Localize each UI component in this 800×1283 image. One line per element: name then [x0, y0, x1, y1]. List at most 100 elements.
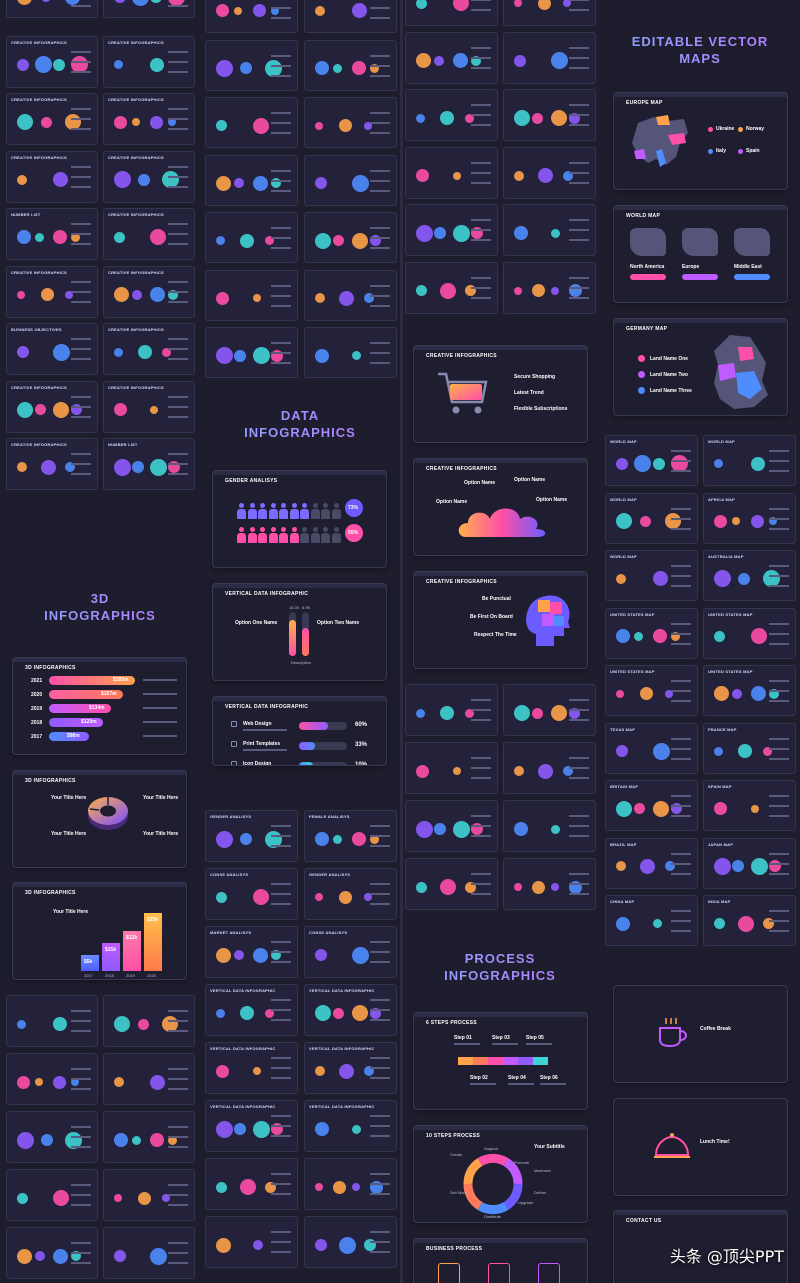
- slide-thumbnail[interactable]: JAPAN MAP: [703, 837, 796, 889]
- slide-thumbnail[interactable]: [503, 261, 596, 314]
- slide-thumbnail[interactable]: [103, 1169, 195, 1221]
- slide-thumbnail[interactable]: BRITAIN MAP: [605, 780, 698, 831]
- slide-thumbnail[interactable]: UNITED STATES MAP: [703, 665, 796, 716]
- slide-thumbnail[interactable]: AUSTRALIA MAP: [703, 550, 796, 601]
- slide-thumbnail[interactable]: FRANCE MAP: [703, 722, 796, 774]
- slide-thumbnail[interactable]: WORLD MAP: [605, 435, 698, 486]
- slide-thumbnail[interactable]: CREATIVE INFOGRAPHICS: [6, 438, 98, 490]
- slide-thumbnail[interactable]: [6, 995, 98, 1047]
- card-germany-map[interactable]: GERMANY MAP Land Name One Land Name Two …: [613, 318, 788, 416]
- slide-thumbnail[interactable]: VERTICAL DATA INFOGRAPHIC: [205, 1100, 298, 1152]
- slide-thumbnail[interactable]: [304, 154, 397, 206]
- slide-thumbnail[interactable]: WORLD MAP: [605, 492, 698, 544]
- card-coffee-break[interactable]: Coffee Break: [613, 985, 788, 1083]
- slide-thumbnail[interactable]: TEXAS MAP: [605, 722, 698, 774]
- slide-thumbnail[interactable]: [205, 39, 298, 91]
- slide-thumbnail[interactable]: [205, 154, 298, 206]
- card-cart[interactable]: CREATIVE INFOGRAPHICS Secure Shopping La…: [413, 345, 588, 443]
- card-6-steps[interactable]: 6 STEPS PROCESS Step 01 Step 03 Step 05 Ste…: [413, 1012, 588, 1110]
- slide-thumbnail[interactable]: UNITED STATES MAP: [605, 607, 698, 659]
- slide-thumbnail[interactable]: [205, 269, 298, 321]
- slide-thumbnail[interactable]: WORLD MAP: [703, 435, 796, 486]
- slide-thumbnail[interactable]: [304, 327, 397, 378]
- slide-thumbnail[interactable]: [405, 800, 498, 852]
- card-europe-map[interactable]: EUROPE MAP Ukraine Norway Italy Spain: [613, 92, 788, 190]
- slide-thumbnail[interactable]: [6, 0, 98, 18]
- slide-thumbnail[interactable]: CONSE ANALISYS: [205, 868, 298, 920]
- slide-thumbnail[interactable]: [503, 742, 596, 794]
- card-vertical-data-1[interactable]: VERTICAL DATA INFOGRAPHIC Option One Nam…: [212, 583, 387, 681]
- slide-thumbnail[interactable]: [503, 800, 596, 852]
- slide-thumbnail[interactable]: [304, 1216, 397, 1268]
- slide-thumbnail[interactable]: [205, 327, 298, 378]
- slide-thumbnail[interactable]: [6, 1227, 98, 1279]
- slide-thumbnail[interactable]: SPAIN MAP: [703, 780, 796, 831]
- slide-thumbnail[interactable]: VERTICAL DATA INFOGRAPHIC: [304, 1042, 397, 1094]
- slide-thumbnail[interactable]: WORLD MAP: [605, 550, 698, 601]
- slide-thumbnail[interactable]: CREATIVE INFOGRAPHICS: [103, 323, 195, 375]
- slide-thumbnail[interactable]: [103, 995, 195, 1047]
- slide-thumbnail[interactable]: [304, 39, 397, 91]
- slide-thumbnail[interactable]: BRAZIL MAP: [605, 837, 698, 889]
- slide-thumbnail[interactable]: [103, 1111, 195, 1163]
- slide-thumbnail[interactable]: VERTICAL DATA INFOGRAPHIC: [205, 984, 298, 1036]
- slide-thumbnail[interactable]: [503, 858, 596, 910]
- slide-thumbnail[interactable]: CREATIVE INFOGRAPHICS: [6, 380, 98, 433]
- slide-thumbnail[interactable]: FEMALE ANALISYS: [304, 810, 397, 862]
- card-vertical-data-2[interactable]: VERTICAL DATA INFOGRAPHIC Web Design 60% P…: [212, 696, 387, 766]
- slide-thumbnail[interactable]: [304, 97, 397, 148]
- slide-thumbnail[interactable]: [503, 684, 596, 736]
- card-puzzle-head[interactable]: CREATIVE INFOGRAPHICS Be Punctual Be Fir…: [413, 571, 588, 669]
- slide-thumbnail[interactable]: [405, 742, 498, 794]
- slide-thumbnail[interactable]: GENDER ANALISYS: [205, 810, 298, 862]
- slide-thumbnail[interactable]: [503, 146, 596, 199]
- slide-thumbnail[interactable]: [503, 0, 596, 26]
- card-gender-analysis[interactable]: GENDER ANALISYS 73% 55%: [212, 470, 387, 568]
- slide-thumbnail[interactable]: NUMBER LIST: [103, 438, 195, 490]
- slide-thumbnail[interactable]: [304, 269, 397, 321]
- slide-thumbnail[interactable]: UNITED STATES MAP: [703, 607, 796, 659]
- slide-thumbnail[interactable]: [103, 0, 195, 18]
- slide-thumbnail[interactable]: VERTICAL DATA INFOGRAPHIC: [205, 1042, 298, 1094]
- slide-thumbnail[interactable]: UNITED STATES MAP: [605, 665, 698, 716]
- slide-thumbnail[interactable]: [6, 1111, 98, 1163]
- slide-thumbnail[interactable]: VERTICAL DATA INFOGRAPHIC: [304, 984, 397, 1036]
- slide-thumbnail[interactable]: NUMBER LIST: [6, 208, 98, 260]
- slide-thumbnail[interactable]: [405, 0, 498, 26]
- slide-thumbnail[interactable]: [405, 89, 498, 141]
- slide-thumbnail[interactable]: [304, 212, 397, 263]
- slide-thumbnail[interactable]: CREATIVE INFOGRAPHICS: [103, 380, 195, 433]
- slide-thumbnail[interactable]: [205, 97, 298, 148]
- slide-thumbnail[interactable]: [304, 1158, 397, 1210]
- slide-thumbnail[interactable]: CREATIVE INFOGRAPHICS: [6, 93, 98, 145]
- card-lunch-time[interactable]: Lunch Time!: [613, 1098, 788, 1196]
- slide-thumbnail[interactable]: [205, 1158, 298, 1210]
- card-world-map[interactable]: WORLD MAP North America Europe Middle East: [613, 205, 788, 303]
- card-business-process[interactable]: BUSINESS PROCESS: [413, 1238, 588, 1283]
- slide-thumbnail[interactable]: GENDER ANALISYS: [304, 868, 397, 920]
- card-3d-columns[interactable]: 3D INFOGRAPHICS Your Title Here $5k 2017 $…: [12, 882, 187, 980]
- slide-thumbnail[interactable]: [405, 146, 498, 199]
- slide-thumbnail[interactable]: CREATIVE INFOGRAPHICS: [6, 265, 98, 318]
- card-3d-bars[interactable]: 3D INFOGRAPHICS 2021 $185m 2020 $157m 2019 $1…: [12, 657, 187, 755]
- slide-thumbnail[interactable]: [405, 261, 498, 314]
- slide-thumbnail[interactable]: [103, 1053, 195, 1105]
- slide-thumbnail[interactable]: VERTICAL DATA INFOGRAPHIC: [304, 1100, 397, 1152]
- slide-thumbnail[interactable]: [405, 204, 498, 256]
- slide-thumbnail[interactable]: [205, 1216, 298, 1268]
- slide-thumbnail[interactable]: MARKET ANALISYS: [205, 926, 298, 978]
- card-cloud[interactable]: CREATIVE INFOGRAPHICS Option Name Option…: [413, 458, 588, 556]
- slide-thumbnail[interactable]: [205, 212, 298, 263]
- slide-thumbnail[interactable]: CREATIVE INFOGRAPHICS: [103, 35, 195, 88]
- slide-thumbnail[interactable]: [304, 0, 397, 33]
- card-contact-us[interactable]: CONTACT US: [613, 1210, 788, 1283]
- slide-thumbnail[interactable]: [503, 89, 596, 141]
- slide-thumbnail[interactable]: [6, 1169, 98, 1221]
- slide-thumbnail[interactable]: CREATIVE INFOGRAPHICS: [103, 265, 195, 318]
- slide-thumbnail[interactable]: [503, 31, 596, 84]
- card-3d-donut[interactable]: 3D INFOGRAPHICS Your Title Here Your Tit…: [12, 770, 187, 868]
- slide-thumbnail[interactable]: CHINA MAP: [605, 895, 698, 946]
- slide-thumbnail[interactable]: CREATIVE INFOGRAPHICS: [103, 93, 195, 145]
- slide-thumbnail[interactable]: CREATIVE INFOGRAPHICS: [103, 208, 195, 260]
- slide-thumbnail[interactable]: [205, 0, 298, 33]
